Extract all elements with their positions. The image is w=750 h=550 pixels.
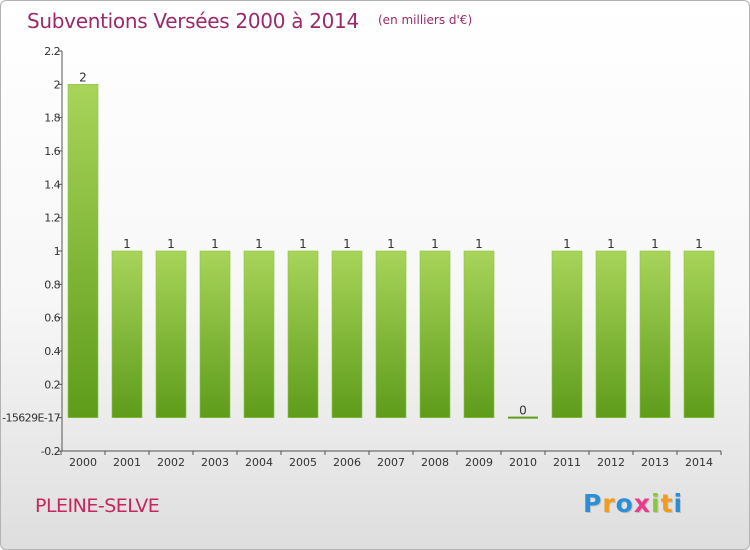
x-tick-label: 2003 bbox=[201, 456, 229, 469]
y-tick-label: 2 bbox=[54, 78, 60, 91]
brand-letter: t bbox=[660, 489, 674, 518]
y-tick-label: 1.4 bbox=[44, 178, 60, 191]
data-label: 1 bbox=[343, 237, 351, 251]
data-label: 1 bbox=[255, 237, 263, 251]
chart-labels: 2 2000 1 2001 1 2002 1 2003 1 2004 1 2005 1 2006 1 2007… bbox=[69, 70, 713, 469]
data-label: 1 bbox=[607, 237, 615, 251]
brand-letter: o bbox=[615, 489, 634, 518]
y-tick-label: 0.8 bbox=[44, 278, 60, 291]
x-tick-label: 2011 bbox=[553, 456, 581, 469]
x-tick-label: 2004 bbox=[245, 456, 273, 469]
bar-2005 bbox=[287, 250, 319, 418]
bar-2011 bbox=[551, 250, 583, 418]
data-label: 1 bbox=[299, 237, 307, 251]
x-tick-label: 2000 bbox=[69, 456, 97, 469]
data-label: 1 bbox=[695, 237, 703, 251]
y-tick-label: 1.8 bbox=[44, 112, 60, 125]
x-tick-label: 2005 bbox=[289, 456, 317, 469]
data-label: 1 bbox=[431, 237, 439, 251]
y-tick-label: -0.2 bbox=[41, 445, 60, 458]
y-tick-label: 0.4 bbox=[44, 345, 60, 358]
x-tick-label: 2014 bbox=[685, 456, 713, 469]
y-tick-label: 1.2 bbox=[44, 212, 60, 225]
brand-letter: P bbox=[583, 489, 603, 518]
x-tick-label: 2013 bbox=[641, 456, 669, 469]
x-tick-label: 2001 bbox=[113, 456, 141, 469]
x-tick-label: 2010 bbox=[509, 456, 537, 469]
bar-2009 bbox=[463, 250, 495, 418]
y-tick-label: 1.6 bbox=[44, 145, 60, 158]
y-tick-label: 0.2 bbox=[44, 378, 60, 391]
brand-letter: r bbox=[602, 489, 616, 518]
data-label: 2 bbox=[79, 70, 87, 84]
bar-2013 bbox=[639, 250, 671, 418]
y-tick-label: -15629E-17 bbox=[2, 412, 60, 425]
x-tick-label: 2009 bbox=[465, 456, 493, 469]
title-row: Subventions Versées 2000 à 2014 (en mill… bbox=[27, 9, 472, 33]
y-tick-label: 0.6 bbox=[44, 312, 60, 325]
bar-2014 bbox=[683, 250, 715, 418]
bar-2007 bbox=[375, 250, 407, 418]
bar-2006 bbox=[331, 250, 363, 418]
x-tick-label: 2006 bbox=[333, 456, 361, 469]
chart-bars bbox=[67, 84, 715, 419]
data-label: 1 bbox=[651, 237, 659, 251]
data-label: 1 bbox=[563, 237, 571, 251]
data-label: 1 bbox=[387, 237, 395, 251]
brand-letter: x bbox=[633, 489, 651, 518]
x-tick-label: 2007 bbox=[377, 456, 405, 469]
bar-2000 bbox=[67, 84, 99, 418]
data-label: 1 bbox=[211, 237, 219, 251]
brand-logo: Proxiti bbox=[583, 489, 683, 518]
data-label: 1 bbox=[167, 237, 175, 251]
data-label: 0 bbox=[519, 404, 527, 418]
brand-letter: i bbox=[651, 489, 661, 518]
location-name: PLEINE-SELVE bbox=[35, 495, 160, 517]
chart-unit-label: (en milliers d'€) bbox=[378, 13, 473, 27]
x-tick-label: 2002 bbox=[157, 456, 185, 469]
y-tick-label: 2.2 bbox=[44, 45, 60, 58]
bar-2008 bbox=[419, 250, 451, 418]
data-label: 1 bbox=[123, 237, 131, 251]
data-label: 1 bbox=[475, 237, 483, 251]
x-tick-label: 2008 bbox=[421, 456, 449, 469]
chart-axes: 2.2 2 1.8 1.6 1.4 1.2 1 0.8 0.6 0.4 0.2 -15629E-17 -… bbox=[2, 45, 722, 458]
x-tick-label: 2012 bbox=[597, 456, 625, 469]
brand-letter: i bbox=[673, 489, 684, 518]
bar-2004 bbox=[243, 250, 275, 418]
bar-2001 bbox=[111, 250, 143, 418]
bar-2002 bbox=[155, 250, 187, 418]
y-tick-label: 1 bbox=[54, 245, 60, 258]
bar-2012 bbox=[595, 250, 627, 418]
bar-2003 bbox=[199, 250, 231, 418]
chart-title: Subventions Versées 2000 à 2014 bbox=[27, 9, 359, 33]
